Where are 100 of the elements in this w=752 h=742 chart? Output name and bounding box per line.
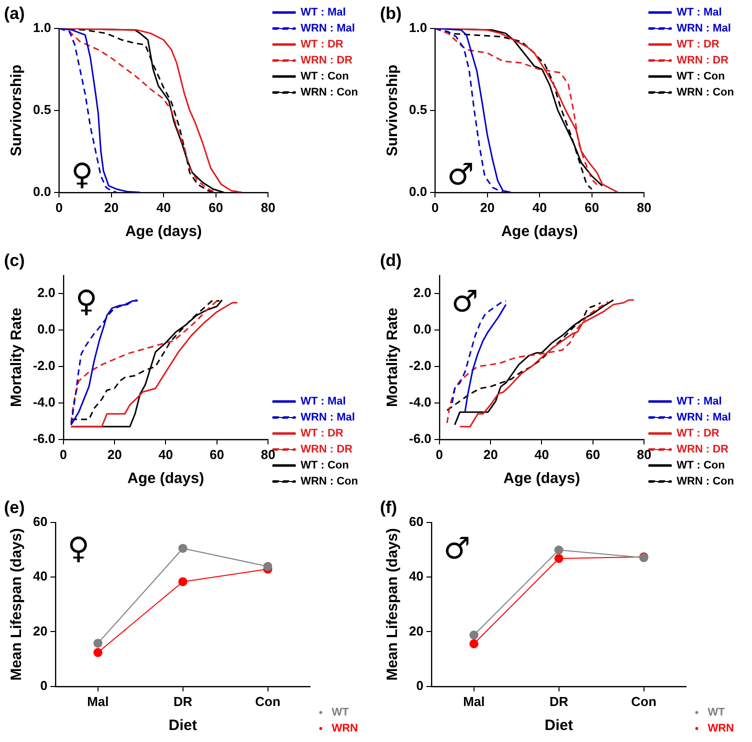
y-tick-label: 0 bbox=[416, 678, 424, 693]
x-tick-label: 20 bbox=[104, 200, 119, 215]
y-tick-label: -6.0 bbox=[32, 430, 56, 446]
chart-title: (b) bbox=[380, 4, 402, 23]
legend-label: WRN : Con bbox=[300, 86, 358, 99]
y-axis-title: Mortality Rate bbox=[384, 308, 402, 407]
x-axis-title: Age (days) bbox=[127, 470, 204, 488]
legend-label: WRN : DR bbox=[300, 54, 353, 67]
x-tick-label: Mal bbox=[463, 694, 485, 709]
legend-label: WT : Con bbox=[300, 70, 350, 83]
point bbox=[554, 554, 564, 563]
legend-label: WRN : DR bbox=[300, 444, 353, 456]
chart-title: (a) bbox=[4, 4, 25, 23]
x-axis-title: Diet bbox=[544, 717, 574, 734]
legend-label: WRN : Mal bbox=[300, 22, 355, 35]
x-tick-label: 60 bbox=[586, 446, 600, 462]
x-tick-label: 20 bbox=[107, 446, 122, 462]
point bbox=[263, 562, 272, 571]
y-axis-title: Mortality Rate bbox=[8, 308, 26, 407]
legend-label: WRN : Mal bbox=[676, 22, 731, 35]
legend-label: WT bbox=[332, 706, 350, 719]
legend-label: WRN : Con bbox=[300, 476, 358, 488]
x-tick-label: 60 bbox=[210, 446, 224, 462]
x-tick-label: 60 bbox=[584, 200, 600, 215]
legend-label: WT : Con bbox=[300, 460, 350, 472]
x-tick-label: 60 bbox=[208, 200, 224, 215]
x-tick-label: 0 bbox=[60, 446, 68, 462]
y-tick-label: -2.0 bbox=[32, 358, 56, 374]
point bbox=[469, 630, 478, 640]
point bbox=[178, 577, 188, 586]
chart-title: (d) bbox=[380, 250, 402, 270]
point bbox=[93, 648, 102, 658]
y-tick-label: 20 bbox=[408, 623, 424, 638]
y-tick-label: 40 bbox=[408, 568, 424, 584]
legend-label: WRN : Con bbox=[676, 476, 734, 488]
y-tick-label: 0.0 bbox=[413, 322, 432, 337]
y-axis-title: Survivorship bbox=[8, 64, 26, 156]
point bbox=[469, 639, 478, 648]
x-axis-title: Diet bbox=[168, 717, 198, 734]
legend-label: WT : Mal bbox=[300, 6, 346, 19]
legend-label: WRN : Mal bbox=[300, 412, 355, 424]
annotation: ♂ bbox=[451, 284, 478, 320]
y-tick-label: 40 bbox=[32, 568, 48, 584]
y-tick-label: 20 bbox=[32, 623, 48, 638]
legend-label: WT : DR bbox=[300, 38, 344, 51]
x-axis-title: Age (days) bbox=[503, 470, 580, 488]
x-tick-label: 40 bbox=[156, 200, 171, 215]
y-tick-label: 60 bbox=[408, 514, 424, 529]
x-tick-label: 0 bbox=[436, 446, 444, 462]
x-tick-label: 80 bbox=[636, 446, 652, 462]
annotation: ♀ bbox=[75, 284, 98, 320]
y-tick-label: 60 bbox=[32, 514, 48, 529]
y-tick-label: 0.0 bbox=[37, 322, 56, 337]
legend-label: WRN : Mal bbox=[676, 412, 731, 424]
legend-label: WT : DR bbox=[676, 38, 720, 51]
x-tick-label: 80 bbox=[260, 446, 276, 462]
y-tick-label: 0.0 bbox=[32, 184, 52, 199]
x-tick-label: Con bbox=[255, 694, 280, 709]
point bbox=[554, 546, 564, 555]
legend-label: WT : Mal bbox=[676, 396, 722, 408]
chart-title: (c) bbox=[4, 250, 25, 270]
point bbox=[93, 638, 102, 648]
x-tick-label: 80 bbox=[636, 200, 652, 215]
x-tick-label: 40 bbox=[532, 200, 547, 215]
legend-label: WRN : DR bbox=[676, 54, 729, 67]
chart-title: (f) bbox=[380, 498, 397, 517]
y-axis-title: Mean Lifespan (days) bbox=[8, 528, 26, 681]
x-axis-title: Age (days) bbox=[501, 223, 578, 240]
legend-label: WT : Mal bbox=[676, 6, 722, 19]
y-tick-label: 0.5 bbox=[32, 102, 52, 117]
legend-label: WT : DR bbox=[676, 428, 720, 440]
y-tick-label: 2.0 bbox=[37, 285, 56, 300]
y-tick-label: 1.0 bbox=[32, 20, 52, 35]
legend-label: WRN : DR bbox=[676, 444, 729, 456]
x-tick-label: DR bbox=[549, 694, 569, 709]
y-tick-label: 0.0 bbox=[408, 184, 428, 199]
y-tick-label: 0.5 bbox=[408, 102, 428, 117]
x-tick-label: 20 bbox=[480, 200, 495, 215]
legend-label: WT : Con bbox=[676, 70, 726, 83]
annotation: ♀ bbox=[67, 531, 90, 566]
x-tick-label: Mal bbox=[87, 694, 109, 709]
y-axis-title: Mean Lifespan (days) bbox=[384, 528, 402, 681]
legend-label: WRN bbox=[708, 722, 734, 735]
annotation: ♂ bbox=[443, 531, 470, 566]
x-tick-label: 80 bbox=[260, 200, 276, 215]
legend-label: WT bbox=[708, 706, 726, 719]
legend-label: WRN bbox=[332, 722, 358, 735]
y-tick-label: 0 bbox=[40, 678, 48, 693]
x-tick-label: 40 bbox=[534, 446, 549, 462]
x-tick-label: 40 bbox=[158, 446, 173, 462]
annotation: ♂ bbox=[447, 157, 474, 192]
x-axis-title: Age (days) bbox=[125, 223, 202, 240]
y-tick-label: 1.0 bbox=[408, 20, 428, 35]
x-tick-label: Con bbox=[631, 694, 656, 709]
x-tick-label: 20 bbox=[483, 446, 498, 462]
x-tick-label: DR bbox=[173, 694, 193, 709]
legend-label: WRN : Con bbox=[676, 86, 734, 99]
y-tick-label: -6.0 bbox=[408, 430, 432, 446]
y-tick-label: -4.0 bbox=[408, 394, 432, 410]
chart-title: (e) bbox=[4, 498, 25, 517]
